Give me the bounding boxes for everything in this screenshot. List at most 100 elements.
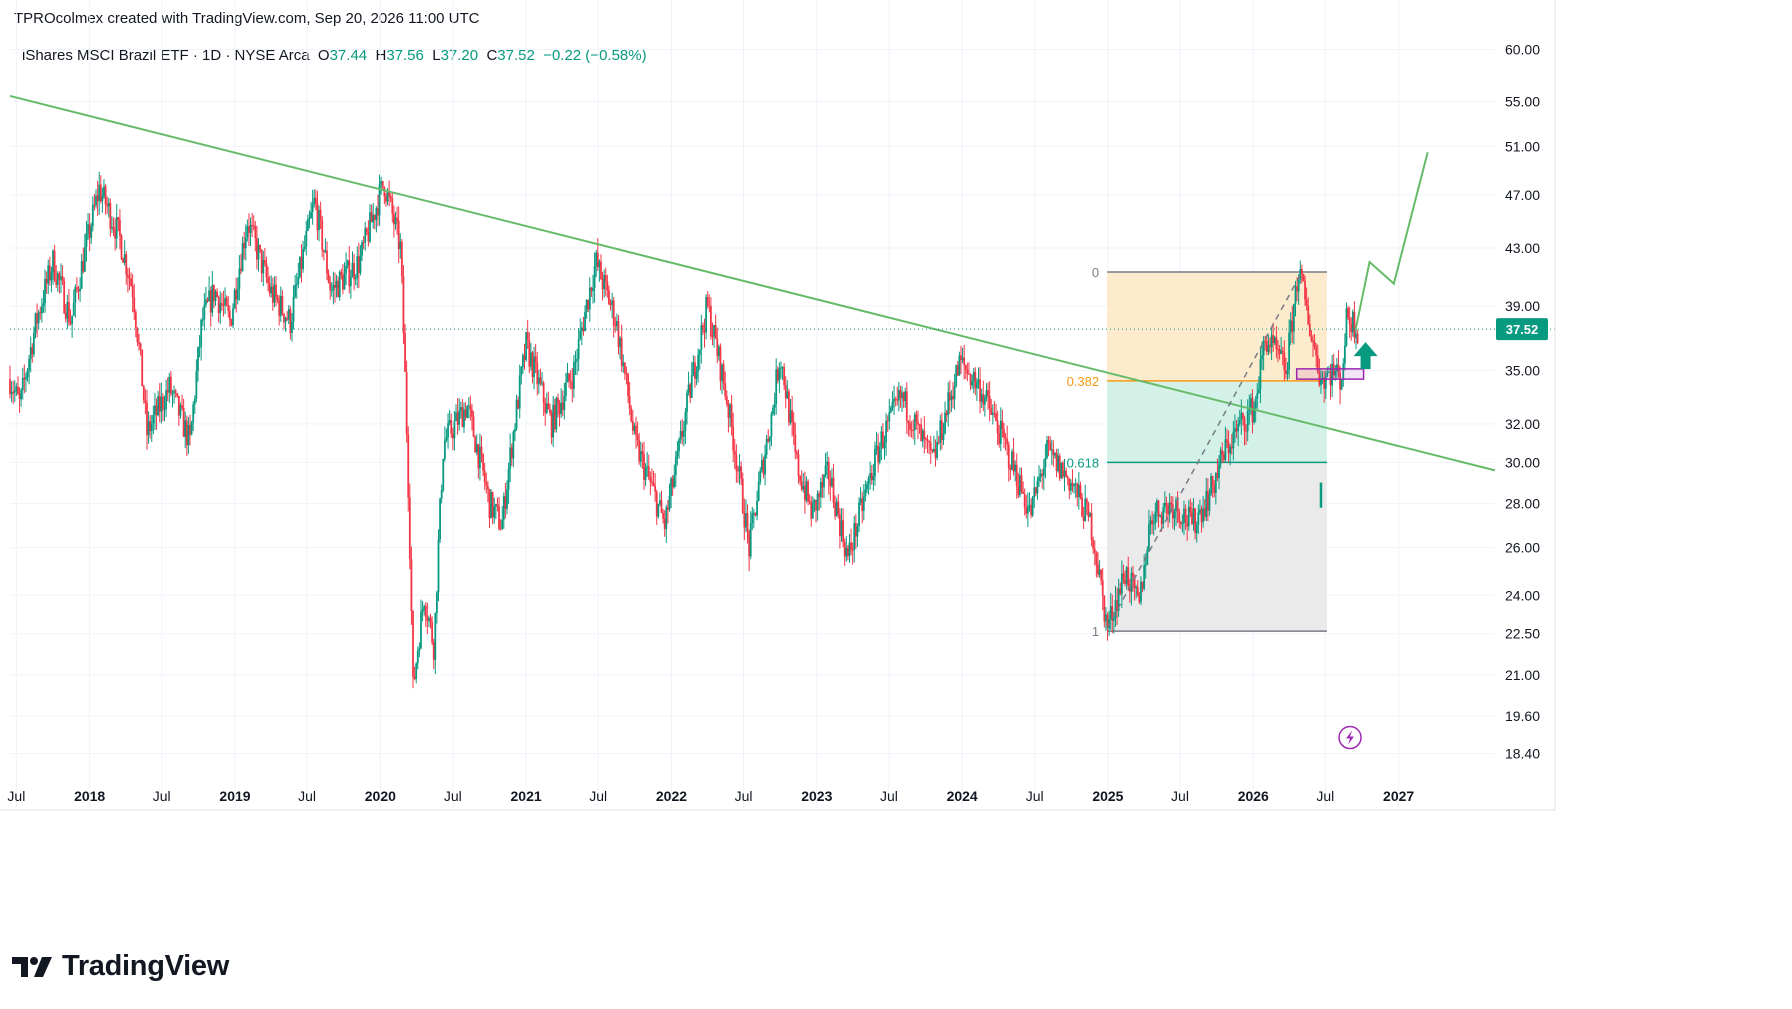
candle-body (490, 492, 492, 519)
time-tick-label: 2021 (511, 788, 542, 804)
candle-body (569, 380, 572, 383)
candle-body (480, 446, 483, 455)
candle-body (311, 204, 314, 212)
candle-body (220, 303, 223, 306)
candle-body (80, 261, 83, 289)
candle-body (447, 423, 449, 438)
candle-body (1135, 587, 1138, 589)
candle-body (776, 369, 779, 381)
candle-body (370, 212, 373, 223)
candle-body (219, 303, 222, 313)
candle-body (631, 421, 634, 431)
candle-body (177, 395, 180, 416)
candle-body (31, 347, 34, 355)
candle-body (991, 412, 994, 415)
time-tick-label: 2026 (1238, 788, 1269, 804)
candle-body (286, 317, 289, 320)
candle-body (956, 365, 959, 376)
candle-body (1283, 352, 1286, 371)
price-chart[interactable]: 0 0.382 0.618 1 60.00 55.00 51.00 47.00 43.00 39… (0, 0, 1792, 940)
candle-body (276, 296, 279, 301)
candle-body (1178, 511, 1181, 522)
time-tick-label: 2024 (947, 788, 978, 804)
candle-body (1316, 355, 1319, 372)
candle-body (1235, 428, 1238, 432)
candle-body (348, 260, 351, 287)
candle-body (633, 425, 636, 431)
candle-body (208, 290, 211, 302)
candle-body (1262, 340, 1265, 356)
candle-body (729, 404, 731, 418)
candle-body (1117, 588, 1120, 611)
candle-body (692, 362, 695, 376)
candle-body (1133, 576, 1136, 589)
candle-body (1090, 513, 1093, 541)
fib-retracement[interactable]: 0 0.382 0.618 1 (1067, 265, 1327, 639)
candle-body (636, 434, 639, 441)
price-tick-label: 35.00 (1505, 363, 1540, 379)
candle-body (1116, 599, 1118, 611)
candle-body (1125, 567, 1128, 584)
price-tick-label: 19.60 (1505, 708, 1540, 724)
candle-body (1312, 340, 1314, 342)
candle-body (630, 408, 633, 422)
candle-body (1114, 599, 1117, 619)
candle-body (1232, 431, 1235, 449)
candle-body (155, 405, 158, 416)
candle-body (827, 461, 830, 480)
candle-body (1020, 475, 1023, 492)
candle-body (531, 352, 534, 378)
candle-body (993, 412, 996, 414)
candle-body (899, 389, 902, 399)
candle-body (1084, 498, 1087, 522)
candle-body (134, 312, 137, 329)
candle-body (800, 481, 803, 490)
candle-body (349, 277, 352, 287)
candle-body (791, 410, 794, 423)
tradingview-logo[interactable]: TradingView (12, 950, 229, 983)
candle-body (592, 287, 594, 291)
candle-body (420, 611, 422, 649)
price-tick-label: 18.40 (1505, 746, 1540, 762)
candle-body (737, 470, 739, 472)
time-tick-label: Jul (735, 788, 753, 804)
candle-body (552, 404, 555, 438)
close-label: C (486, 47, 498, 64)
candle-body (23, 377, 26, 380)
candle-body (1101, 580, 1104, 596)
candle-body (1211, 475, 1214, 486)
candle-body (224, 297, 226, 306)
candle-body (185, 420, 188, 446)
candle-body (182, 407, 185, 437)
time-tick-label: Jul (1171, 788, 1189, 804)
drawings[interactable] (9, 94, 1555, 750)
tradingview-logo-icon (12, 956, 52, 977)
candle-body (120, 235, 123, 259)
candle-body (486, 485, 489, 490)
candle-body (1230, 446, 1233, 449)
candle-body (1152, 523, 1155, 525)
candle-body (619, 337, 621, 348)
candle-body (162, 396, 164, 410)
candle-body (1081, 497, 1083, 517)
candle-body (823, 474, 825, 488)
candle-body (1184, 508, 1187, 522)
price-tick-label: 26.00 (1505, 540, 1540, 556)
candle-body (526, 332, 529, 340)
candle-body (797, 454, 800, 476)
candle-body (609, 304, 612, 306)
candle-body (859, 498, 862, 503)
candle-body (1149, 520, 1152, 525)
candle-body (839, 514, 841, 537)
candle-body (996, 420, 999, 434)
candle-body (515, 399, 518, 430)
candle-body (380, 180, 383, 185)
candle-body (872, 476, 875, 481)
candle-body (238, 268, 241, 289)
candle-body (391, 198, 394, 214)
candle-body (267, 277, 269, 284)
candle-body (502, 496, 505, 520)
candle-body (724, 383, 727, 397)
arrow-up-icon (1353, 342, 1378, 370)
candle-body (1189, 506, 1192, 513)
